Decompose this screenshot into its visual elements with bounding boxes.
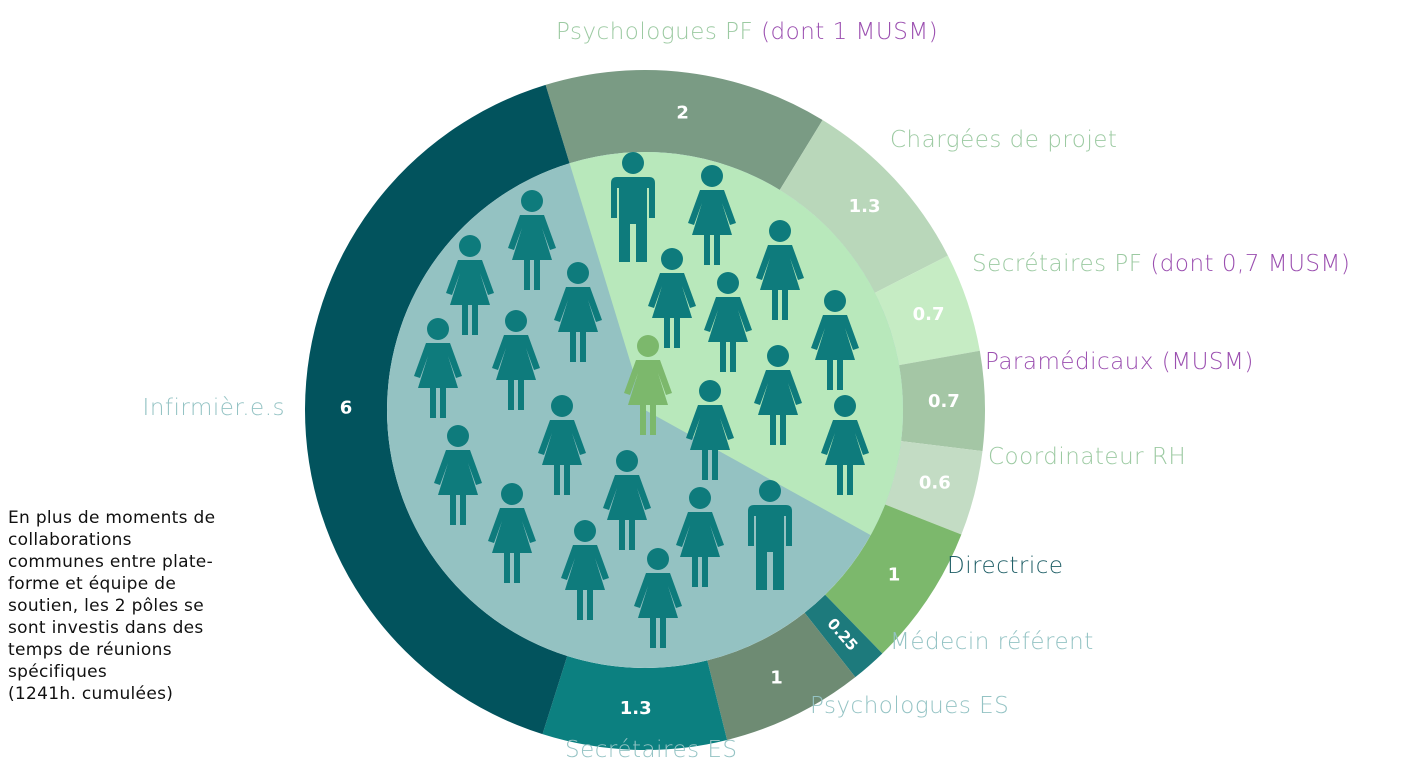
segment (804, 594, 883, 678)
note-line: communes entre plate- (8, 552, 214, 572)
labels: 2 Psychologues PF (dont 1 MUSM) 1.3 Chargée… (143, 19, 1350, 763)
value-label: 0.7 (928, 391, 960, 412)
category-name: Directrice (947, 553, 1064, 579)
segment (707, 612, 856, 740)
side-note: En plus de moments de collaborations commu… (8, 507, 215, 705)
category-label: Coordinateur RH (988, 444, 1186, 470)
segment (825, 504, 962, 654)
note-line: collaborations (8, 530, 132, 550)
value-label: 0.7 (913, 304, 945, 325)
category-name: Coordinateur RH (988, 444, 1186, 470)
category-label: Secrétaires ES (565, 737, 738, 763)
category-name: Psychologues PF (556, 19, 753, 45)
segment (779, 120, 948, 293)
category-name: Paramédicaux (MUSM) (985, 349, 1254, 375)
category-label: Infirmièr.e.s (143, 395, 285, 421)
value-label: 1.3 (620, 698, 652, 719)
segment (305, 84, 570, 735)
value-label: 0.6 (919, 472, 951, 493)
category-name: Psychologues ES (810, 693, 1009, 719)
donut (305, 70, 985, 750)
note-line: (1241h. cumulées) (8, 684, 174, 704)
value-label: 6 (340, 398, 353, 419)
value-label: 1.3 (849, 196, 881, 217)
segment (542, 655, 728, 750)
note-line: soutien, les 2 pôles se (8, 596, 204, 616)
segment (874, 255, 980, 366)
note-line: forme et équipe de (8, 574, 177, 594)
inner-pf (569, 152, 903, 536)
note-line: En plus de moments de (8, 508, 216, 528)
segment (899, 350, 985, 452)
category-label: Directrice (947, 553, 1064, 579)
category-label: Psychologues ES (810, 693, 1009, 719)
note-line: spécifiques (8, 662, 108, 682)
category-name: Secrétaires ES (565, 737, 738, 763)
value-label: 2 (676, 102, 689, 123)
category-label: Chargées de projet (890, 127, 1117, 153)
category-name: Infirmièr.e.s (143, 395, 285, 421)
note-line: sont investis dans des (8, 618, 204, 638)
category-note: (dont 1 MUSM) (761, 19, 938, 45)
category-label: Psychologues PF (dont 1 MUSM) (556, 19, 938, 45)
category-name: Chargées de projet (890, 127, 1117, 153)
segment (885, 441, 983, 535)
category-label: Médecin référent (890, 629, 1094, 655)
value-label: 1 (770, 668, 783, 689)
category-name: Médecin référent (890, 629, 1094, 655)
category-name: Secrétaires PF (972, 251, 1143, 277)
category-label: Paramédicaux (MUSM) (985, 349, 1254, 375)
category-label: Secrétaires PF (dont 0,7 MUSM) (972, 251, 1350, 277)
value-label: 1 (888, 564, 901, 585)
segment (545, 70, 823, 190)
note-line: temps de réunions (8, 640, 172, 660)
category-note: (dont 0,7 MUSM) (1150, 251, 1350, 277)
